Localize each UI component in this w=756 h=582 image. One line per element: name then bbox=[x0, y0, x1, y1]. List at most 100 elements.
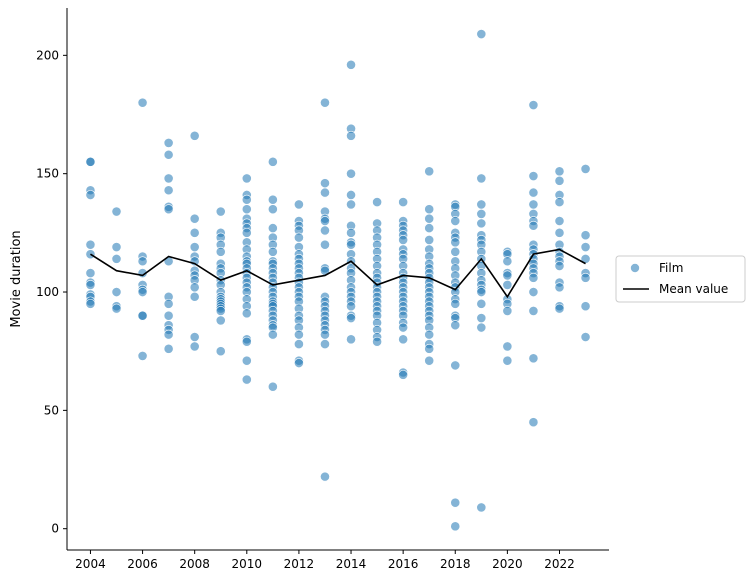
data-point bbox=[137, 256, 148, 267]
data-point bbox=[267, 223, 278, 234]
data-point bbox=[163, 298, 174, 309]
data-point bbox=[85, 239, 96, 250]
data-point bbox=[111, 206, 122, 217]
data-point bbox=[424, 204, 435, 215]
data-point bbox=[502, 355, 513, 366]
legend-item-mean-value: Mean value bbox=[659, 282, 728, 296]
data-point bbox=[215, 246, 226, 257]
y-tick-label: 50 bbox=[44, 403, 59, 417]
data-point bbox=[163, 149, 174, 160]
data-point bbox=[163, 173, 174, 184]
x-tick-label: 2004 bbox=[75, 557, 106, 571]
data-point bbox=[346, 59, 356, 70]
data-point bbox=[163, 185, 174, 196]
data-point bbox=[320, 216, 330, 226]
data-point bbox=[111, 303, 122, 314]
data-point bbox=[189, 130, 200, 141]
data-point bbox=[215, 206, 226, 217]
legend: Film Mean value bbox=[615, 255, 746, 303]
y-tick-label: 0 bbox=[51, 522, 59, 536]
legend-frame bbox=[615, 255, 746, 303]
data-point bbox=[476, 313, 487, 323]
data-point bbox=[163, 138, 174, 148]
data-point bbox=[189, 282, 200, 293]
data-point bbox=[241, 194, 252, 205]
x-tick-label: 2008 bbox=[179, 557, 210, 571]
data-point bbox=[502, 341, 513, 352]
data-point bbox=[398, 235, 409, 245]
data-point bbox=[137, 351, 148, 361]
data-point bbox=[476, 218, 487, 229]
data-point bbox=[476, 298, 487, 309]
data-point bbox=[294, 199, 304, 210]
data-point bbox=[450, 360, 461, 371]
x-tick-label: 2016 bbox=[388, 557, 419, 571]
data-point bbox=[241, 308, 252, 319]
data-point bbox=[528, 100, 539, 110]
data-point bbox=[476, 322, 487, 333]
data-point bbox=[267, 329, 278, 340]
data-point bbox=[502, 256, 513, 267]
data-point bbox=[476, 209, 487, 219]
data-point bbox=[424, 235, 435, 245]
data-point bbox=[450, 298, 461, 309]
data-point bbox=[346, 199, 356, 210]
data-point bbox=[424, 166, 435, 177]
data-point bbox=[450, 216, 461, 226]
data-point bbox=[85, 268, 96, 278]
data-point bbox=[189, 242, 200, 252]
data-point bbox=[241, 227, 252, 238]
data-point bbox=[294, 358, 304, 368]
x-tick-label: 2012 bbox=[284, 557, 315, 571]
data-point bbox=[320, 239, 330, 250]
data-point bbox=[241, 173, 252, 184]
data-point bbox=[294, 339, 304, 349]
data-point bbox=[189, 341, 200, 352]
y-axis-label: Movie duration bbox=[9, 230, 24, 327]
data-point bbox=[424, 213, 435, 224]
axes-layer: 0 50 100 150 200 2004 2006 2008 2010 2012 2014 2016… bbox=[36, 8, 609, 571]
data-point bbox=[398, 322, 409, 333]
data-point bbox=[320, 178, 330, 189]
data-point bbox=[111, 242, 122, 252]
data-point bbox=[424, 223, 435, 234]
data-point bbox=[424, 343, 435, 354]
data-point bbox=[424, 355, 435, 366]
data-point bbox=[320, 329, 330, 340]
data-point bbox=[267, 156, 278, 167]
data-point bbox=[554, 216, 565, 226]
data-point bbox=[163, 329, 174, 340]
data-point bbox=[215, 346, 226, 357]
data-point bbox=[372, 197, 382, 207]
points-layer bbox=[85, 29, 591, 532]
data-point bbox=[502, 306, 513, 316]
data-point bbox=[346, 168, 356, 179]
data-point bbox=[267, 246, 278, 257]
data-point bbox=[554, 261, 565, 271]
data-point bbox=[580, 230, 591, 241]
data-point bbox=[476, 199, 487, 210]
data-point bbox=[528, 417, 539, 428]
data-point bbox=[476, 173, 487, 184]
data-point bbox=[554, 197, 565, 207]
data-point bbox=[450, 521, 461, 532]
data-point bbox=[580, 332, 591, 342]
data-point bbox=[450, 497, 461, 508]
x-tick-label: 2014 bbox=[336, 557, 367, 571]
data-point bbox=[320, 471, 330, 482]
data-point bbox=[163, 204, 174, 215]
data-point bbox=[554, 175, 565, 186]
data-point bbox=[241, 204, 252, 215]
data-point bbox=[85, 298, 96, 309]
data-point bbox=[528, 199, 539, 210]
data-point bbox=[502, 280, 513, 290]
data-point bbox=[528, 306, 539, 316]
data-point bbox=[241, 336, 252, 347]
data-point bbox=[346, 227, 356, 238]
data-point bbox=[554, 282, 565, 293]
data-point bbox=[528, 187, 539, 198]
data-point bbox=[189, 332, 200, 342]
data-point bbox=[189, 291, 200, 302]
y-tick-label: 200 bbox=[36, 48, 59, 62]
